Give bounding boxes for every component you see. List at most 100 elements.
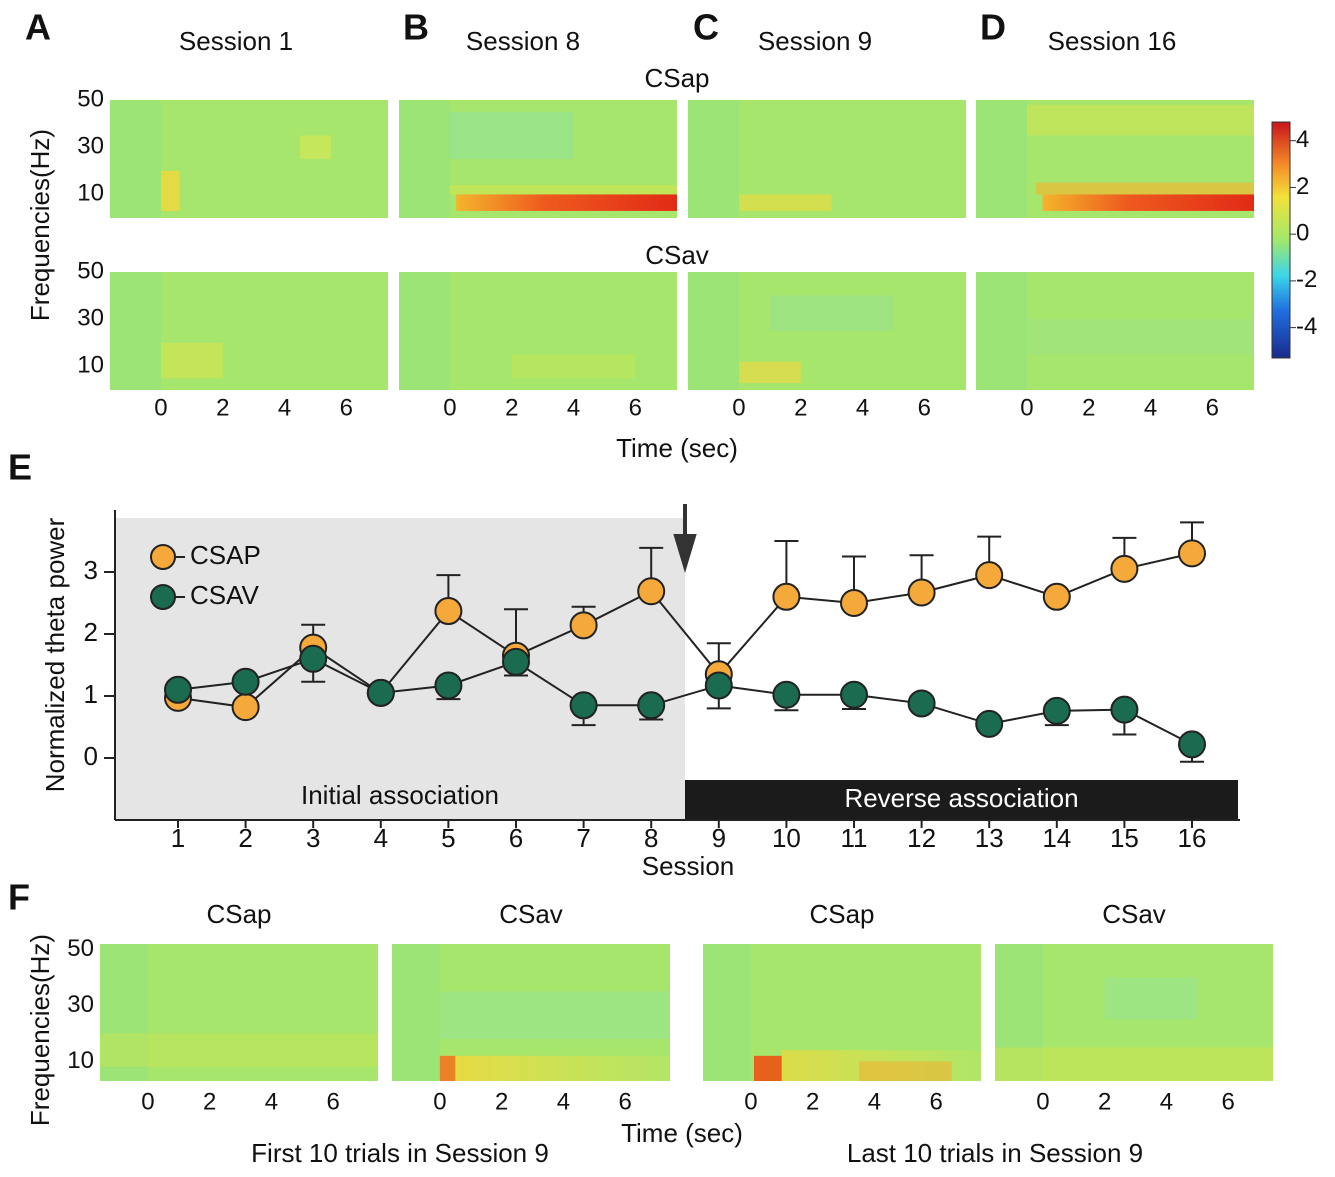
x-tick-label: 4 xyxy=(1160,1088,1173,1115)
heatmap-region xyxy=(450,185,677,194)
data-point xyxy=(909,690,935,716)
legend-marker xyxy=(151,545,175,569)
x-tick-label: 6 xyxy=(327,1088,340,1115)
panel-letter: F xyxy=(8,877,30,918)
heatmap-baseline xyxy=(688,100,739,218)
x-tick-label: 2 xyxy=(238,823,252,853)
legend-label: CSAP xyxy=(190,540,261,570)
x-tick-label: 2 xyxy=(1082,394,1095,421)
heatmap-region xyxy=(770,296,894,331)
heatmap-region xyxy=(859,1061,952,1081)
heatmap-region xyxy=(1027,319,1254,354)
heatmap-baseline xyxy=(703,944,751,1081)
heatmap-region xyxy=(440,992,670,1040)
x-tick-label: 6 xyxy=(930,1088,943,1115)
x-tick-label: 6 xyxy=(509,823,523,853)
data-point xyxy=(909,579,935,605)
y-tick-label: 30 xyxy=(77,133,104,160)
data-point xyxy=(1111,697,1137,723)
y-tick-label: 50 xyxy=(77,85,104,112)
data-point xyxy=(1044,584,1070,610)
x-tick-label: 6 xyxy=(918,394,931,421)
y-axis-label: Frequencies(Hz) xyxy=(25,934,55,1126)
x-tick-label: 6 xyxy=(619,1088,632,1115)
heatmap-region xyxy=(739,362,801,383)
heatmap-region xyxy=(456,194,677,211)
x-tick-label: 2 xyxy=(495,1088,508,1115)
phase-label: Initial association xyxy=(301,780,499,810)
panel-letter: E xyxy=(8,447,32,488)
data-point xyxy=(1179,731,1205,757)
x-axis-label: Session xyxy=(642,851,735,881)
panel-title: CSav xyxy=(499,899,563,929)
heatmap-region xyxy=(161,343,223,378)
heatmap-baseline xyxy=(110,100,161,218)
data-point xyxy=(571,612,597,638)
y-tick-label: 50 xyxy=(67,935,94,962)
x-tick-label: 5 xyxy=(441,823,455,853)
y-tick-label: 50 xyxy=(77,257,104,284)
x-tick-label: 2 xyxy=(505,394,518,421)
x-tick-label: 6 xyxy=(340,394,353,421)
x-tick-label: 0 xyxy=(732,394,745,421)
legend-marker xyxy=(151,585,175,609)
data-point xyxy=(841,682,867,708)
x-tick-label: 4 xyxy=(868,1088,881,1115)
session-title: Session 9 xyxy=(758,26,872,56)
x-tick-label: 4 xyxy=(856,394,869,421)
x-tick-label: 2 xyxy=(216,394,229,421)
y-tick-label: 30 xyxy=(77,305,104,332)
data-point xyxy=(368,680,394,706)
data-point xyxy=(233,669,259,695)
x-tick-label: 2 xyxy=(1098,1088,1111,1115)
data-point xyxy=(976,711,1002,737)
heatmap-region xyxy=(995,1047,1273,1081)
colorbar-tick-label: 4 xyxy=(1296,126,1309,153)
x-tick-label: 15 xyxy=(1110,823,1139,853)
x-tick-label: 2 xyxy=(203,1088,216,1115)
panel-letter: D xyxy=(980,7,1006,48)
x-tick-label: 4 xyxy=(278,394,291,421)
data-point xyxy=(841,590,867,616)
panel-title: CSap xyxy=(809,899,874,929)
x-tick-label: 14 xyxy=(1042,823,1071,853)
heatmap-region xyxy=(450,112,574,159)
x-tick-label: 11 xyxy=(841,823,868,853)
data-point xyxy=(976,562,1002,588)
y-tick-label: 10 xyxy=(67,1047,94,1074)
row-label: CSav xyxy=(645,240,709,270)
data-point xyxy=(503,649,529,675)
x-tick-label: 6 xyxy=(1206,394,1219,421)
x-tick-label: 0 xyxy=(154,394,167,421)
panel-title: CSap xyxy=(206,899,271,929)
x-tick-label: 0 xyxy=(141,1088,154,1115)
x-tick-label: 4 xyxy=(1144,394,1157,421)
heatmap-region xyxy=(1036,183,1254,195)
y-axis-label: Frequencies(Hz) xyxy=(25,129,55,321)
colorbar-tick-label: -4 xyxy=(1296,313,1317,340)
data-point xyxy=(571,692,597,718)
data-point xyxy=(165,677,191,703)
data-point xyxy=(1111,556,1137,582)
x-tick-label: 4 xyxy=(567,394,580,421)
panel-letter: B xyxy=(403,7,429,48)
data-point xyxy=(773,682,799,708)
data-point xyxy=(1179,540,1205,566)
x-tick-label: 3 xyxy=(306,823,320,853)
colorbar-tick-label: 0 xyxy=(1296,220,1309,247)
heatmap-baseline xyxy=(976,100,1027,218)
x-tick-label: 0 xyxy=(443,394,456,421)
panel-title: CSav xyxy=(1102,899,1166,929)
x-tick-label: 9 xyxy=(712,823,726,853)
y-tick-label: 2 xyxy=(84,617,98,647)
caption: Last 10 trials in Session 9 xyxy=(847,1138,1143,1168)
panel-letter: C xyxy=(693,7,719,48)
phase-label: Reverse association xyxy=(844,783,1078,813)
y-axis-label: Normalized theta power xyxy=(40,517,70,792)
y-tick-label: 10 xyxy=(77,352,104,379)
x-axis-label: Time (sec) xyxy=(621,1118,743,1148)
x-tick-label: 1 xyxy=(171,823,185,853)
x-tick-label: 16 xyxy=(1178,823,1207,853)
x-tick-label: 0 xyxy=(1036,1088,1049,1115)
caption: First 10 trials in Session 9 xyxy=(251,1138,549,1168)
